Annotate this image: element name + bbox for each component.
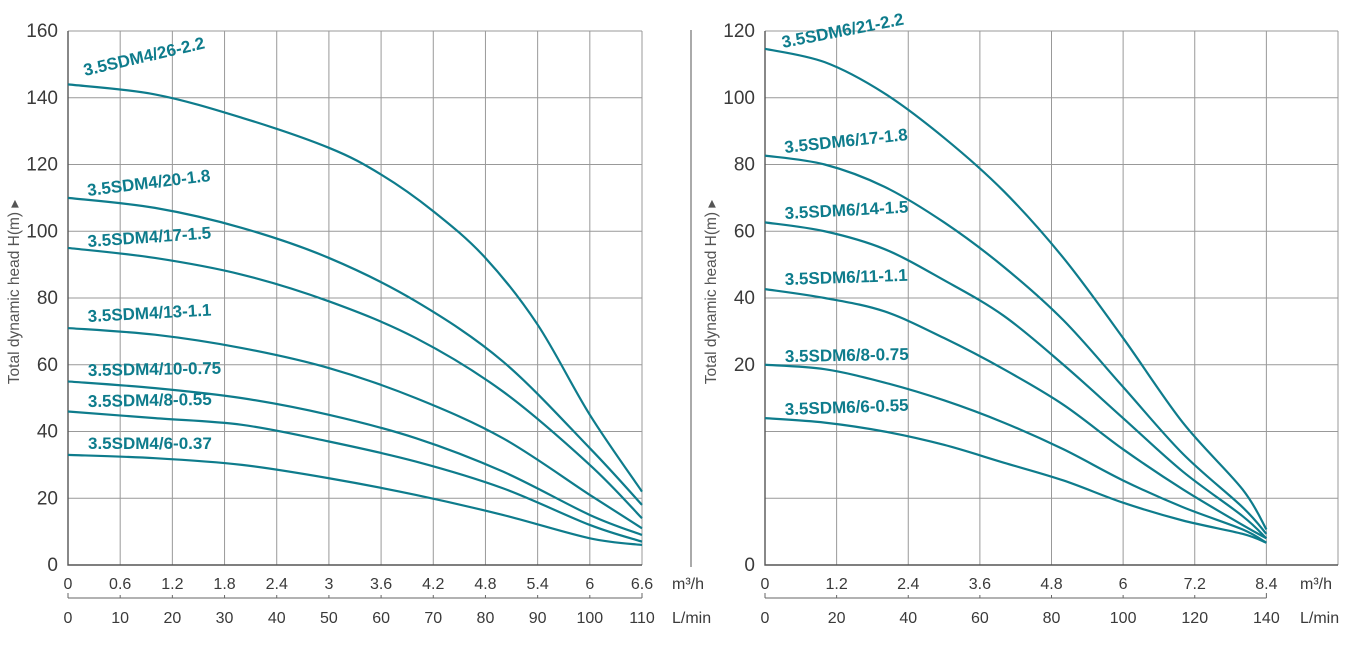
svg-text:2.4: 2.4 xyxy=(897,576,919,593)
svg-text:3.5SDM4/17-1.5: 3.5SDM4/17-1.5 xyxy=(87,223,212,251)
svg-text:30: 30 xyxy=(216,610,234,627)
svg-text:10: 10 xyxy=(111,610,129,627)
svg-text:3.5SDM4/13-1.1: 3.5SDM4/13-1.1 xyxy=(87,301,212,326)
svg-text:3.5SDM6/21-2.2: 3.5SDM6/21-2.2 xyxy=(780,10,905,52)
svg-text:3.6: 3.6 xyxy=(370,576,392,593)
svg-text:100: 100 xyxy=(576,610,603,627)
svg-text:80: 80 xyxy=(734,155,755,176)
svg-text:80: 80 xyxy=(1043,610,1061,627)
svg-text:6: 6 xyxy=(585,576,594,593)
svg-text:0: 0 xyxy=(744,555,755,576)
svg-text:60: 60 xyxy=(372,610,390,627)
svg-text:7.2: 7.2 xyxy=(1184,576,1206,593)
svg-text:1.2: 1.2 xyxy=(825,576,847,593)
svg-text:110: 110 xyxy=(629,610,655,627)
svg-text:60: 60 xyxy=(971,610,989,627)
svg-text:120: 120 xyxy=(723,21,755,42)
svg-text:3.5SDM6/8-0.75: 3.5SDM6/8-0.75 xyxy=(785,345,909,366)
svg-text:2.4: 2.4 xyxy=(266,576,288,593)
svg-text:3.5SDM4/26-2.2: 3.5SDM4/26-2.2 xyxy=(82,34,207,80)
svg-text:40: 40 xyxy=(734,288,755,309)
svg-text:40: 40 xyxy=(37,422,58,443)
svg-text:50: 50 xyxy=(320,610,338,627)
svg-text:20: 20 xyxy=(163,610,181,627)
svg-text:m³/h: m³/h xyxy=(672,576,704,593)
svg-text:1.2: 1.2 xyxy=(161,576,183,593)
svg-text:140: 140 xyxy=(1253,610,1280,627)
svg-text:60: 60 xyxy=(734,221,755,242)
svg-text:160: 160 xyxy=(26,21,58,42)
svg-text:1.8: 1.8 xyxy=(213,576,235,593)
svg-text:120: 120 xyxy=(1181,610,1208,627)
svg-text:20: 20 xyxy=(734,355,755,376)
svg-text:80: 80 xyxy=(37,288,58,309)
svg-text:0: 0 xyxy=(64,610,73,627)
svg-text:0: 0 xyxy=(47,555,58,576)
svg-text:3.5SDM6/17-1.8: 3.5SDM6/17-1.8 xyxy=(783,125,908,157)
svg-text:4.8: 4.8 xyxy=(474,576,496,593)
svg-text:3.5SDM4/20-1.8: 3.5SDM4/20-1.8 xyxy=(86,166,211,200)
svg-text:0: 0 xyxy=(64,576,73,593)
svg-text:6: 6 xyxy=(1119,576,1128,593)
svg-text:3.5SDM4/8-0.55: 3.5SDM4/8-0.55 xyxy=(88,390,212,411)
svg-text:40: 40 xyxy=(268,610,286,627)
svg-text:100: 100 xyxy=(26,221,58,242)
svg-text:Total dynamic head H(m) ▸: Total dynamic head H(m) ▸ xyxy=(703,200,720,385)
svg-text:20: 20 xyxy=(828,610,846,627)
svg-text:0.6: 0.6 xyxy=(109,576,131,593)
svg-text:80: 80 xyxy=(477,610,495,627)
svg-text:90: 90 xyxy=(529,610,547,627)
svg-text:3: 3 xyxy=(324,576,333,593)
svg-text:m³/h: m³/h xyxy=(1300,576,1332,593)
svg-text:20: 20 xyxy=(37,488,58,509)
svg-text:Total dynamic head H(m) ▸: Total dynamic head H(m) ▸ xyxy=(6,200,23,385)
svg-text:L/min: L/min xyxy=(672,610,711,627)
svg-text:3.5SDM4/6-0.37: 3.5SDM4/6-0.37 xyxy=(88,434,212,453)
svg-text:6.6: 6.6 xyxy=(631,576,653,593)
svg-text:3.5SDM4/10-0.75: 3.5SDM4/10-0.75 xyxy=(88,359,222,380)
svg-text:0: 0 xyxy=(761,576,770,593)
svg-text:3.5SDM6/6-0.55: 3.5SDM6/6-0.55 xyxy=(784,396,908,419)
svg-text:100: 100 xyxy=(1110,610,1137,627)
svg-text:0: 0 xyxy=(761,610,770,627)
svg-text:4.8: 4.8 xyxy=(1040,576,1062,593)
svg-text:5.4: 5.4 xyxy=(527,576,549,593)
svg-text:60: 60 xyxy=(37,355,58,376)
svg-text:8.4: 8.4 xyxy=(1255,576,1277,593)
svg-text:140: 140 xyxy=(26,88,58,109)
svg-text:3.6: 3.6 xyxy=(969,576,991,593)
svg-text:120: 120 xyxy=(26,155,58,176)
svg-text:L/min: L/min xyxy=(1300,610,1339,627)
svg-text:40: 40 xyxy=(899,610,917,627)
svg-text:3.5SDM6/11-1.1: 3.5SDM6/11-1.1 xyxy=(784,266,907,289)
svg-text:3.5SDM6/14-1.5: 3.5SDM6/14-1.5 xyxy=(784,198,909,223)
svg-text:100: 100 xyxy=(723,88,755,109)
svg-text:70: 70 xyxy=(424,610,442,627)
svg-text:4.2: 4.2 xyxy=(422,576,444,593)
